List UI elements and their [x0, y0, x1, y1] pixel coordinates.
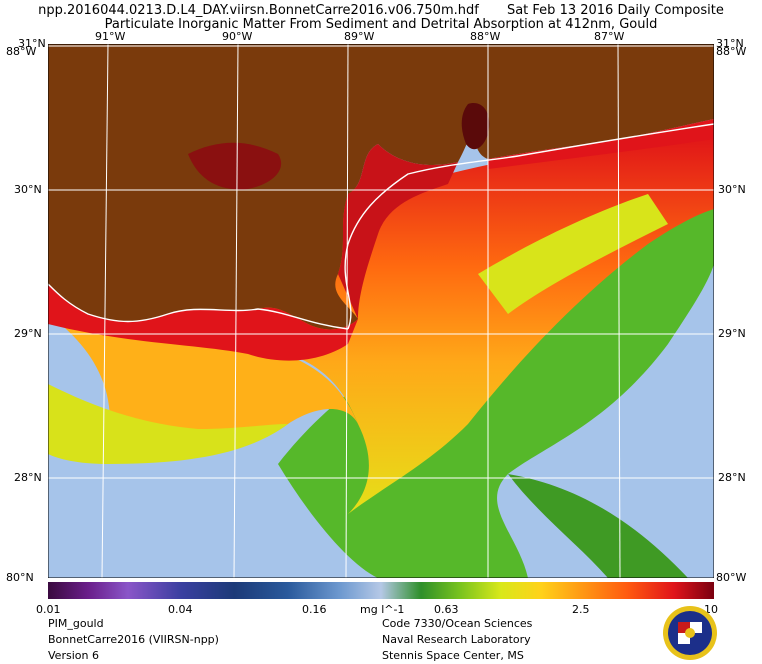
- lat-label-30n-right: 30°N: [718, 183, 746, 196]
- colorbar-units: mg l^-1: [360, 603, 405, 616]
- colorbar-tick-2: 0.16: [302, 603, 327, 616]
- corner-bottom-left: 80°N: [6, 571, 34, 584]
- code-line: Code 7330/Ocean Sciences: [382, 617, 533, 630]
- colorbar-tick-4: 2.5: [572, 603, 590, 616]
- footer-left: PIM_gould BonnetCarre2016 (VIIRSN-npp) V…: [48, 616, 219, 664]
- product-name: PIM_gould: [48, 617, 104, 630]
- colorbar-tick-3: 0.63: [434, 603, 459, 616]
- lon-label-91w: 91°W: [95, 30, 126, 43]
- colorbar-tick-0: 0.01: [36, 603, 61, 616]
- colorbar-tick-1: 0.04: [168, 603, 193, 616]
- lat-label-28n-right: 28°N: [718, 471, 746, 484]
- corner-top-left-lon: 88°W: [6, 45, 37, 58]
- dataset-name: BonnetCarre2016 (VIIRSN-npp): [48, 633, 219, 646]
- composite-date: Sat Feb 13 2016 Daily Composite: [506, 3, 724, 18]
- corner-top-right-lon: 88°W: [716, 45, 747, 58]
- footer-right: Code 7330/Ocean Sciences Naval Research …: [382, 616, 532, 664]
- corner-top-right-lat: 31°N: [716, 37, 744, 50]
- product-title: Particulate Inorganic Matter From Sedime…: [104, 17, 658, 32]
- land: [48, 44, 714, 330]
- version: Version 6: [48, 649, 99, 662]
- lat-label-30n-left: 30°N: [14, 183, 42, 196]
- lab-name: Naval Research Laboratory: [382, 633, 531, 646]
- lon-label-90w: 90°W: [222, 30, 253, 43]
- corner-bottom-right: 80°W: [716, 571, 747, 584]
- lon-label-88w: 88°W: [470, 30, 501, 43]
- lat-label-28n-left: 28°N: [14, 471, 42, 484]
- header-line-1: npp.2016044.0213.D.L4_DAY.viirsn.BonnetC…: [0, 3, 762, 18]
- location: Stennis Space Center, MS: [382, 649, 524, 662]
- lat-label-29n-left: 29°N: [14, 327, 42, 340]
- nrl-seal-icon: [663, 606, 717, 660]
- colorbar: [48, 582, 714, 599]
- lat-label-29n-right: 29°N: [718, 327, 746, 340]
- graticule: [48, 44, 714, 578]
- filename: npp.2016044.0213.D.L4_DAY.viirsn.BonnetC…: [38, 3, 479, 18]
- corner-top-left-lat: 31°N: [18, 37, 46, 50]
- sediment-map: [48, 44, 714, 578]
- lon-label-89w: 89°W: [344, 30, 375, 43]
- lon-label-87w: 87°W: [594, 30, 625, 43]
